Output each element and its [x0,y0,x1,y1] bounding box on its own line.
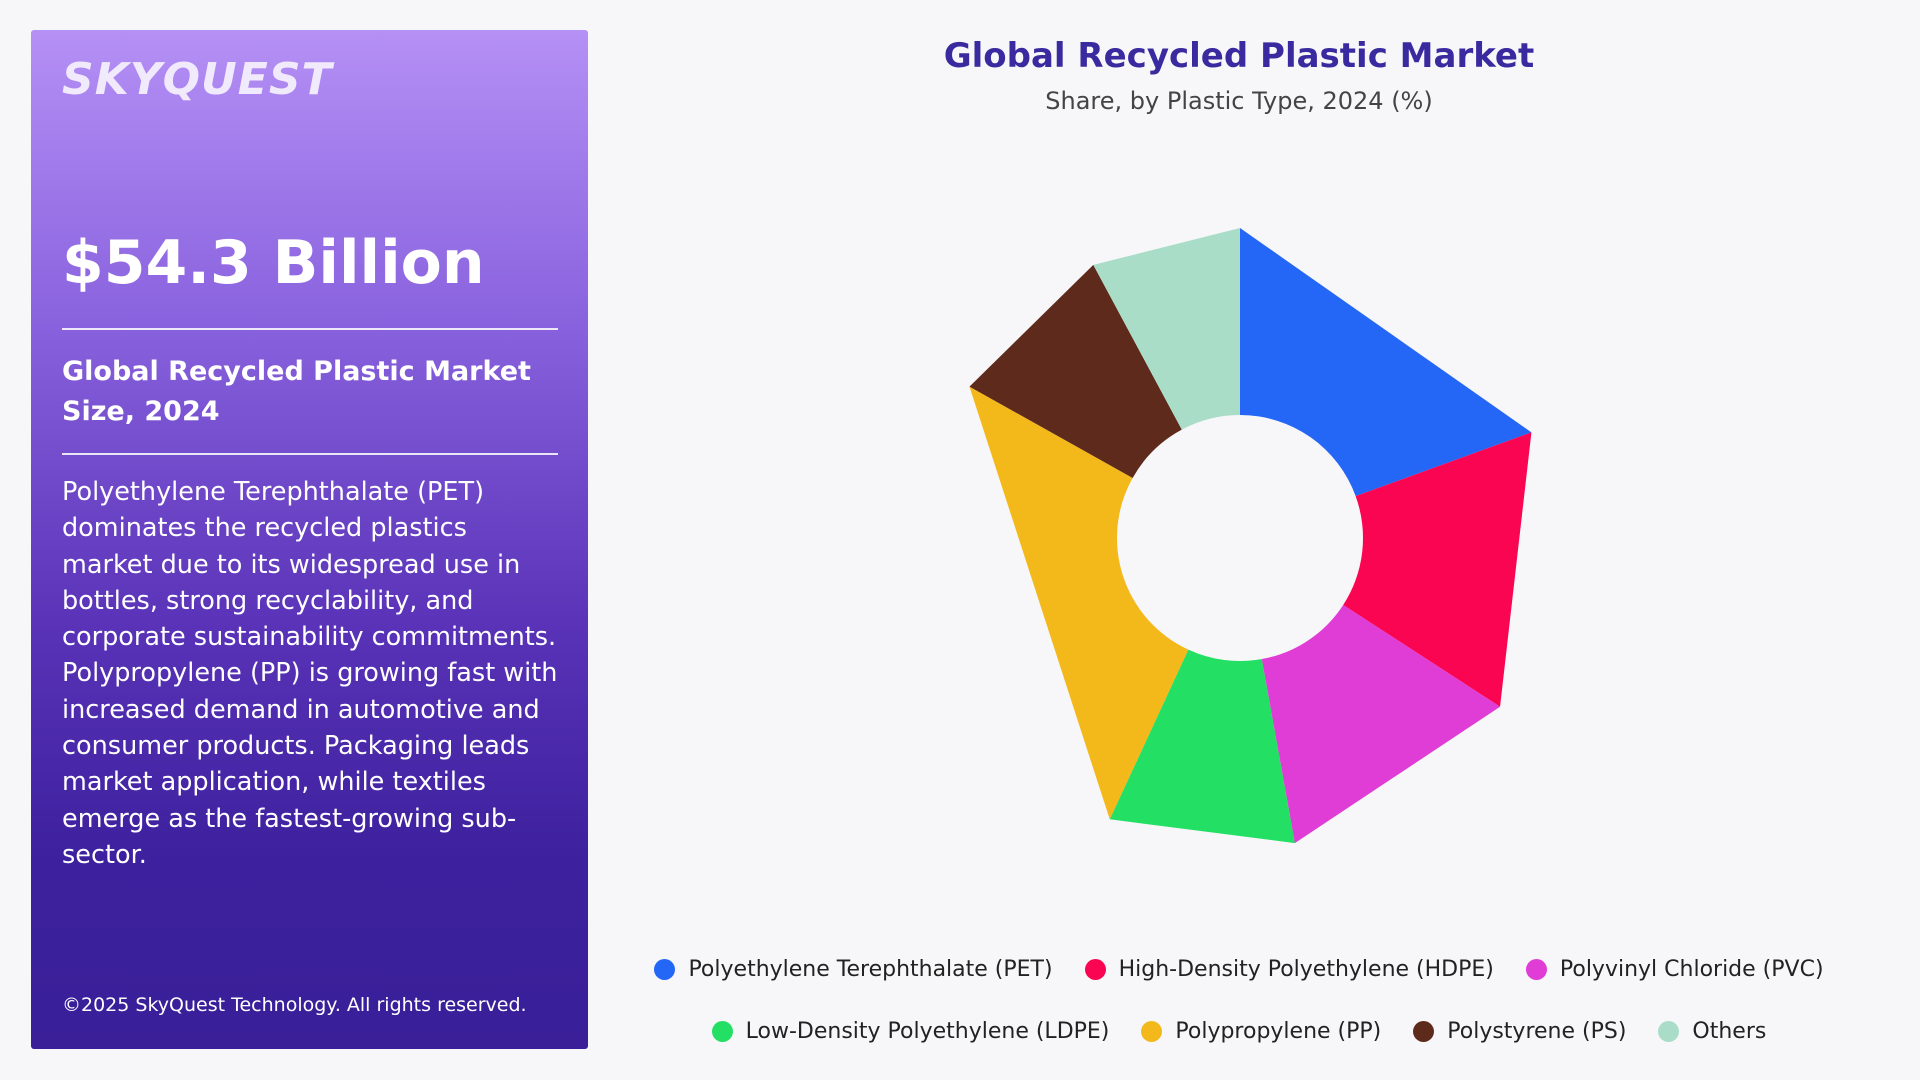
market-value: $54.3 Billion [62,228,485,298]
chart-subtitle: Share, by Plastic Type, 2024 (%) [1045,87,1433,115]
legend-item: High-Density Polyethylene (HDPE) [1084,957,1494,982]
donut-slice-low-density-polyethylene-ldpe [1109,649,1295,844]
donut-slice-polyethylene-terephthalate-pet [1240,228,1532,497]
legend-swatch [1141,1021,1163,1042]
chart-legend: Low-Density Polyethylene (LDPE) Polypropy… [639,1019,1839,1044]
legend-label: Polyethylene Terephthalate (PET) [688,957,1053,982]
market-description: Polyethylene Terephthalate (PET) dominat… [62,477,558,870]
donut-slice-polyvinyl-chloride-pvc [1261,604,1501,844]
summary-panel: SKYQUEST $54.3 Billion Global Recycled P… [31,30,588,1049]
legend-item: Polypropylene (PP) [1141,1019,1381,1044]
legend-item: Polystyrene (PS) [1413,1019,1626,1044]
legend-label: Polypropylene (PP) [1175,1019,1382,1044]
legend-swatch [654,959,676,980]
legend-label: Low-Density Polyethylene (LDPE) [745,1019,1110,1044]
divider [62,328,558,330]
legend-swatch [711,1021,733,1042]
legend-swatch [1525,959,1547,980]
legend-item: Low-Density Polyethylene (LDPE) [711,1019,1110,1044]
legend-swatch [1413,1021,1435,1042]
brand-logo: SKYQUEST [62,54,333,105]
legend-label: High-Density Polyethylene (HDPE) [1118,957,1494,982]
chart-title: Global Recycled Plastic Market [943,36,1535,76]
donut-chart [969,228,1532,844]
donut-slice-polystyrene-ps [969,264,1182,478]
legend-item: Polyethylene Terephthalate (PET) [654,957,1053,982]
legend-label: Polyvinyl Chloride (PVC) [1559,957,1824,982]
donut-slice-high-density-polyethylene-hdpe [1343,432,1532,707]
legend-item: Others [1658,1019,1766,1044]
legend-swatch [1658,1021,1680,1042]
divider [62,453,558,455]
legend-label: Polystyrene (PS) [1447,1019,1627,1044]
donut-slice-others [1093,228,1240,430]
legend-item: Polyvinyl Chloride (PVC) [1525,957,1824,982]
legend-swatch [1084,959,1106,980]
copyright-notice: ©2025 SkyQuest Technology. All rights re… [62,994,527,1016]
market-size-label: Global Recycled Plastic Market Size, 202… [62,356,531,427]
chart-legend: Polyethylene Terephthalate (PET) High-Den… [639,957,1839,982]
donut-slice-polypropylene-pp [969,386,1189,820]
legend-label: Others [1692,1019,1767,1044]
